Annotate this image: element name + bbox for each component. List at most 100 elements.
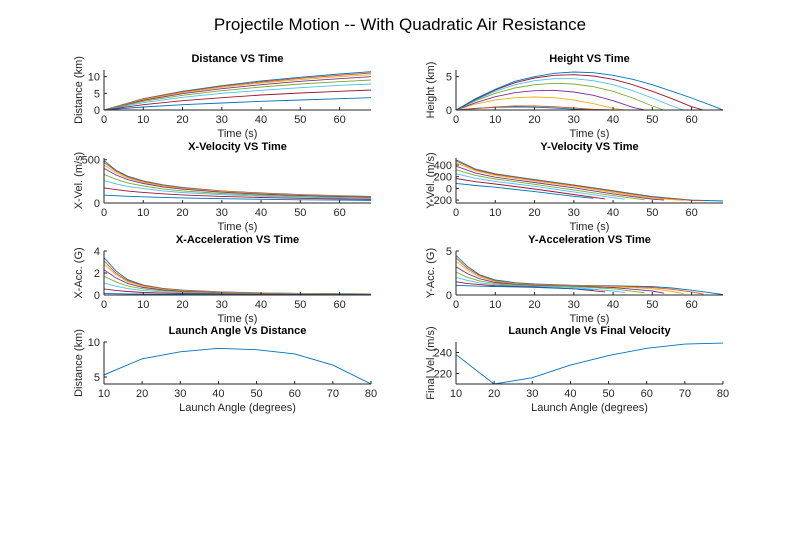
panel-title: X-Velocity VS Time bbox=[188, 141, 287, 153]
y-tick-label: 5 bbox=[446, 72, 452, 84]
y-tick-label: 0 bbox=[446, 183, 452, 195]
x-tick-label: 60 bbox=[685, 114, 697, 126]
y-tick-label: 400 bbox=[434, 160, 452, 172]
panel-title: X-Acceleration VS Time bbox=[176, 234, 299, 246]
series-line-4 bbox=[104, 79, 371, 110]
x-tick-label: 30 bbox=[568, 114, 580, 126]
series-line-0 bbox=[456, 342, 723, 384]
x-tick-label: 40 bbox=[607, 207, 619, 219]
x-tick-label: 0 bbox=[453, 207, 459, 219]
y-axis-label: Distance (km) bbox=[73, 56, 85, 124]
series-group bbox=[456, 255, 723, 295]
x-axis-label: Time (s) bbox=[570, 313, 610, 325]
series-line-7 bbox=[104, 97, 371, 110]
series-line-1 bbox=[456, 257, 704, 295]
panel-title: Launch Angle Vs Final Velocity bbox=[508, 325, 671, 337]
series-line-1 bbox=[456, 160, 704, 202]
x-tick-label: 20 bbox=[488, 388, 500, 400]
panel-angle_finalvel: 10 20 30 40 50 60 70 80 220 240 Launch Angle Vs Fi… bbox=[425, 325, 729, 414]
x-tick-label: 20 bbox=[528, 299, 540, 311]
x-tick-label: 50 bbox=[294, 114, 306, 126]
series-line-7 bbox=[456, 182, 594, 199]
x-tick-label: 50 bbox=[294, 299, 306, 311]
series-line-0 bbox=[456, 159, 723, 202]
y-tick-label: 500 bbox=[82, 155, 100, 167]
x-tick-label: 60 bbox=[685, 299, 697, 311]
x-tick-label: 40 bbox=[607, 114, 619, 126]
x-tick-label: 0 bbox=[101, 299, 107, 311]
figure-title: Projectile Motion -- With Quadratic Air … bbox=[214, 15, 586, 34]
x-tick-label: 60 bbox=[333, 299, 345, 311]
series-line-4 bbox=[104, 173, 371, 199]
y-tick-label: 5 bbox=[446, 246, 452, 258]
x-tick-label: 10 bbox=[137, 207, 149, 219]
y-tick-label: 5 bbox=[94, 88, 100, 100]
y-tick-label: 0 bbox=[94, 290, 100, 302]
series-line-5 bbox=[456, 173, 625, 200]
y-axis-label: Final Vel. (m/s) bbox=[425, 326, 437, 399]
x-tick-label: 70 bbox=[679, 388, 691, 400]
x-tick-label: 10 bbox=[137, 114, 149, 126]
series-line-0 bbox=[104, 160, 371, 197]
series-line-6 bbox=[456, 74, 704, 110]
x-tick-label: 20 bbox=[176, 207, 188, 219]
y-tick-label: 0 bbox=[446, 290, 452, 302]
series-line-2 bbox=[456, 162, 684, 201]
x-tick-label: 10 bbox=[98, 388, 110, 400]
series-line-0 bbox=[104, 347, 371, 384]
series-line-7 bbox=[456, 284, 594, 291]
x-tick-label: 40 bbox=[255, 207, 267, 219]
series-line-5 bbox=[104, 180, 371, 199]
series-line-6 bbox=[456, 178, 606, 200]
y-tick-label: 2 bbox=[94, 268, 100, 280]
y-tick-label: 5 bbox=[94, 372, 100, 384]
series-line-3 bbox=[104, 76, 371, 110]
x-tick-label: 20 bbox=[176, 299, 188, 311]
series-group bbox=[104, 347, 371, 384]
x-tick-label: 80 bbox=[717, 388, 729, 400]
x-tick-label: 0 bbox=[453, 114, 459, 126]
panel-title: Launch Angle Vs Distance bbox=[169, 325, 307, 337]
panel-title: Y-Velocity VS Time bbox=[540, 141, 638, 153]
x-tick-label: 30 bbox=[568, 299, 580, 311]
series-line-5 bbox=[456, 78, 684, 110]
series-line-5 bbox=[104, 83, 371, 110]
panel-title: Distance VS Time bbox=[191, 53, 283, 65]
y-tick-label: 0 bbox=[94, 198, 100, 210]
x-axis-label: Time (s) bbox=[218, 313, 258, 325]
x-tick-label: 60 bbox=[289, 388, 301, 400]
x-tick-label: 20 bbox=[528, 207, 540, 219]
x-tick-label: 10 bbox=[489, 299, 501, 311]
x-tick-label: 0 bbox=[101, 207, 107, 219]
x-tick-label: 30 bbox=[216, 207, 228, 219]
y-axis-label: Distance (km) bbox=[73, 329, 85, 397]
x-tick-label: 30 bbox=[174, 388, 186, 400]
x-axis-label: Time (s) bbox=[570, 128, 610, 140]
x-tick-label: 40 bbox=[255, 114, 267, 126]
series-line-7 bbox=[456, 71, 723, 110]
series-line-6 bbox=[104, 187, 371, 200]
x-tick-label: 50 bbox=[646, 207, 658, 219]
series-line-2 bbox=[104, 74, 371, 110]
series-group bbox=[104, 257, 371, 295]
y-tick-label: 0 bbox=[94, 105, 100, 117]
series-line-6 bbox=[104, 89, 371, 110]
x-tick-label: 0 bbox=[101, 114, 107, 126]
series-line-3 bbox=[456, 266, 665, 294]
x-tick-label: 30 bbox=[568, 207, 580, 219]
series-group bbox=[456, 159, 723, 202]
y-tick-label: 240 bbox=[434, 348, 452, 360]
y-axis-label: Height (km) bbox=[425, 62, 437, 119]
series-line-7 bbox=[104, 194, 371, 201]
x-tick-label: 40 bbox=[255, 299, 267, 311]
x-tick-label: 60 bbox=[333, 114, 345, 126]
x-tick-label: 60 bbox=[333, 207, 345, 219]
y-tick-label: 0 bbox=[446, 105, 452, 117]
y-axis-label: Y-Vel. (m/s) bbox=[425, 152, 437, 208]
series-line-3 bbox=[456, 165, 665, 201]
y-axis-label: Y-Acc. (G) bbox=[425, 248, 437, 298]
y-tick-label: 10 bbox=[88, 72, 100, 84]
panel-title: Height VS Time bbox=[549, 53, 629, 65]
